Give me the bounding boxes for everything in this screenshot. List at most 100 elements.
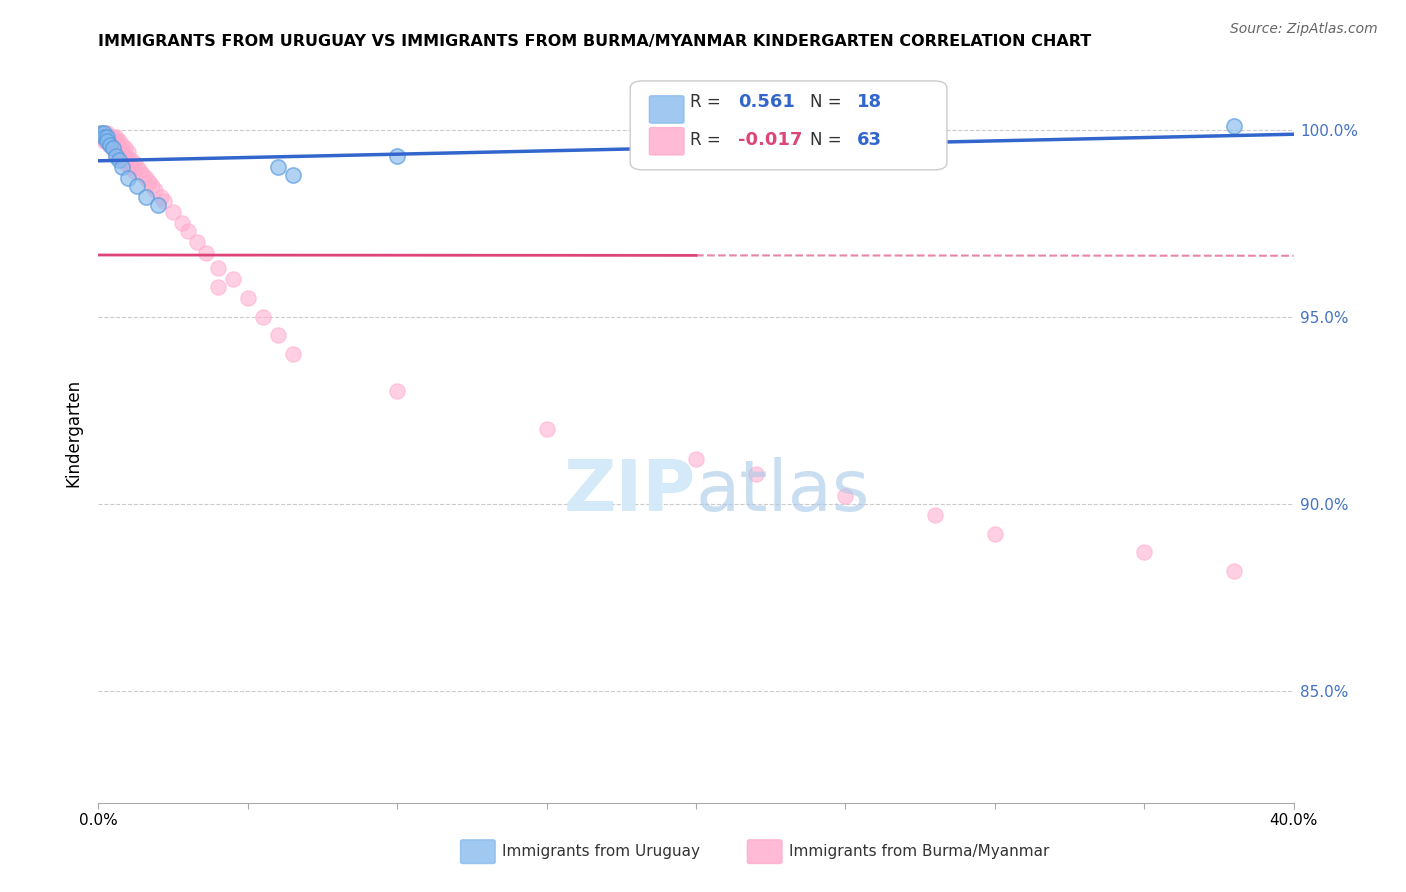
Point <box>120 160 142 174</box>
Point <box>108 141 131 155</box>
Point <box>172 216 194 230</box>
Text: 0.561: 0.561 <box>738 93 794 111</box>
Point <box>834 489 856 503</box>
Point <box>745 467 768 481</box>
Point <box>267 328 290 343</box>
FancyBboxPatch shape <box>650 95 685 123</box>
Point <box>385 384 409 399</box>
Point <box>124 156 146 170</box>
Point <box>111 153 134 167</box>
Point <box>685 451 707 466</box>
Point <box>96 130 118 145</box>
Point <box>105 141 128 155</box>
Point <box>162 205 184 219</box>
Point <box>1133 545 1156 559</box>
Point <box>105 134 128 148</box>
FancyBboxPatch shape <box>748 840 782 863</box>
Point <box>108 149 131 163</box>
FancyBboxPatch shape <box>630 81 948 169</box>
Text: Immigrants from Burma/Myanmar: Immigrants from Burma/Myanmar <box>789 844 1049 859</box>
Point <box>114 141 136 155</box>
Point <box>135 190 157 204</box>
Point <box>150 190 173 204</box>
Y-axis label: Kindergarten: Kindergarten <box>65 378 83 487</box>
Point <box>138 175 160 189</box>
Point <box>924 508 946 522</box>
Text: 18: 18 <box>858 93 883 111</box>
Point <box>111 137 134 152</box>
Point <box>103 141 125 155</box>
Point <box>111 160 134 174</box>
Point <box>93 130 115 145</box>
Point <box>108 134 131 148</box>
Point <box>98 137 122 152</box>
Point <box>105 149 128 163</box>
Point <box>252 310 274 324</box>
Point <box>103 141 125 155</box>
Point <box>222 272 245 286</box>
Point <box>90 127 112 141</box>
Point <box>536 422 558 436</box>
Text: -0.017: -0.017 <box>738 131 803 149</box>
Point <box>117 171 139 186</box>
Point <box>93 130 115 145</box>
Point <box>141 178 163 193</box>
Point <box>98 134 122 148</box>
Point <box>143 183 166 197</box>
Point <box>90 127 112 141</box>
Text: R =: R = <box>690 131 721 149</box>
Point <box>207 261 229 276</box>
Point <box>124 164 146 178</box>
Point <box>153 194 176 208</box>
Point <box>1223 564 1246 578</box>
Point <box>117 145 139 160</box>
FancyBboxPatch shape <box>461 840 495 863</box>
Point <box>111 145 134 160</box>
Point <box>117 153 139 167</box>
Point <box>96 127 118 141</box>
Text: 63: 63 <box>858 131 883 149</box>
Text: Immigrants from Uruguay: Immigrants from Uruguay <box>502 844 700 859</box>
Point <box>129 164 152 178</box>
Point <box>98 137 122 152</box>
Point <box>177 224 200 238</box>
Point <box>98 130 122 145</box>
Text: N =: N = <box>810 131 841 149</box>
Point <box>186 235 208 249</box>
Point <box>108 153 131 167</box>
Point <box>105 130 128 145</box>
Point <box>984 526 1007 541</box>
Text: atlas: atlas <box>696 458 870 526</box>
Point <box>105 149 128 163</box>
Point <box>114 156 136 170</box>
Point <box>148 197 170 211</box>
FancyBboxPatch shape <box>650 128 685 155</box>
Point <box>281 168 304 182</box>
Point <box>127 160 149 174</box>
Point <box>93 134 115 148</box>
Text: ZIP: ZIP <box>564 458 696 526</box>
Point <box>93 127 115 141</box>
Text: IMMIGRANTS FROM URUGUAY VS IMMIGRANTS FROM BURMA/MYANMAR KINDERGARTEN CORRELATIO: IMMIGRANTS FROM URUGUAY VS IMMIGRANTS FR… <box>98 34 1091 49</box>
Point <box>267 160 290 174</box>
Point <box>127 178 149 193</box>
Point <box>236 291 259 305</box>
Point <box>90 130 112 145</box>
Point <box>1223 119 1246 133</box>
Point <box>96 130 118 145</box>
Text: R =: R = <box>690 93 721 111</box>
Point <box>132 168 155 182</box>
Point <box>93 127 115 141</box>
Text: Source: ZipAtlas.com: Source: ZipAtlas.com <box>1230 22 1378 37</box>
Point <box>281 347 304 361</box>
Point <box>135 171 157 186</box>
Point <box>103 130 125 145</box>
Point <box>207 280 229 294</box>
Text: N =: N = <box>810 93 841 111</box>
Point <box>385 149 409 163</box>
Point <box>114 149 136 163</box>
Point <box>96 134 118 148</box>
Point <box>195 246 218 260</box>
Point <box>120 153 142 167</box>
Point <box>96 134 118 148</box>
